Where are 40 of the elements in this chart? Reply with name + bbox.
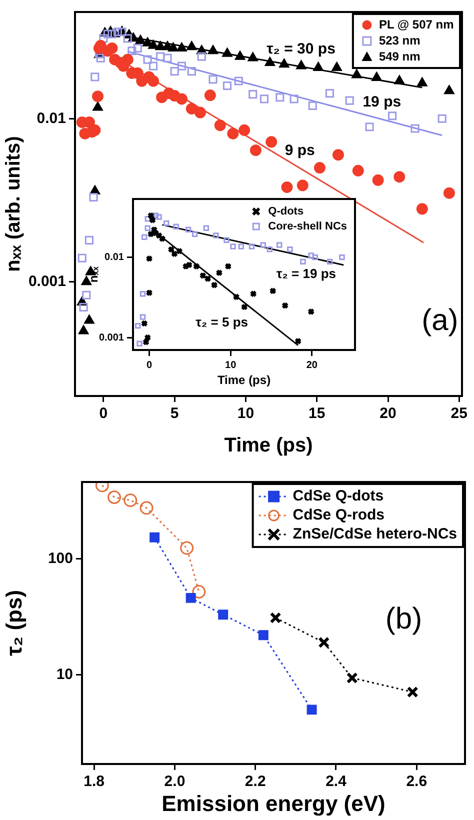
- x-axis-title: Emission energy (eV): [162, 790, 386, 816]
- x-tick-label: 2.0: [164, 773, 186, 790]
- annotation: τ₂ = 5 ps: [196, 314, 248, 330]
- annotation: (b): [385, 602, 422, 636]
- x-tick-label: 10: [225, 360, 237, 371]
- annotation: (a): [422, 304, 458, 337]
- x-tick-label: 2.2: [244, 773, 266, 790]
- x-tick-label: 2.6: [406, 773, 428, 790]
- legend-label: CdSe Q-dots: [292, 488, 384, 505]
- annotation: τ₂ = 30 ps: [266, 40, 336, 58]
- x-tick-label: 10: [237, 405, 254, 422]
- y-tick-label: 100: [48, 550, 73, 567]
- x-axis-title: Time (ps): [224, 434, 313, 457]
- legend-label: CdSe Q-rods: [292, 506, 384, 524]
- legend-label: 549 nm: [378, 49, 420, 64]
- y-tick-label: 0.001: [98, 332, 124, 344]
- x-tick-label: 15: [308, 405, 326, 422]
- annotation: 19 ps: [362, 93, 402, 110]
- x-tick-label: 0: [99, 405, 108, 422]
- x-tick-label: 0: [146, 360, 152, 371]
- x-axis-title: Time (ps): [217, 373, 271, 388]
- x-tick-label: 2.4: [326, 773, 348, 790]
- legend-label: Core-shell NCs: [268, 220, 348, 233]
- legend-label: PL @ 507 nm: [378, 17, 454, 32]
- legend-label: 523 nm: [378, 33, 420, 48]
- y-axis-title: τ₂ (ps): [1, 590, 26, 656]
- x-tick-label: 20: [306, 360, 318, 371]
- annotation: τ₂ = 19 ps: [276, 266, 336, 282]
- y-tick-label: 0.01: [36, 110, 66, 127]
- x-tick-label: 25: [450, 405, 468, 422]
- x-tick-label: 1.8: [84, 773, 105, 790]
- y-axis-title: nₓₓ (arb. units): [2, 136, 25, 272]
- x-tick-label: 5: [170, 405, 179, 422]
- y-tick-label: 0.001: [28, 273, 66, 290]
- annotation: 9 ps: [284, 142, 315, 159]
- y-tick-label: 0.01: [104, 252, 124, 263]
- y-tick-label: 10: [56, 666, 73, 683]
- x-tick-label: 20: [380, 405, 396, 422]
- legend-label: Q-dots: [268, 206, 304, 218]
- legend-label: ZnSe/CdSe hetero-NCs: [292, 526, 458, 543]
